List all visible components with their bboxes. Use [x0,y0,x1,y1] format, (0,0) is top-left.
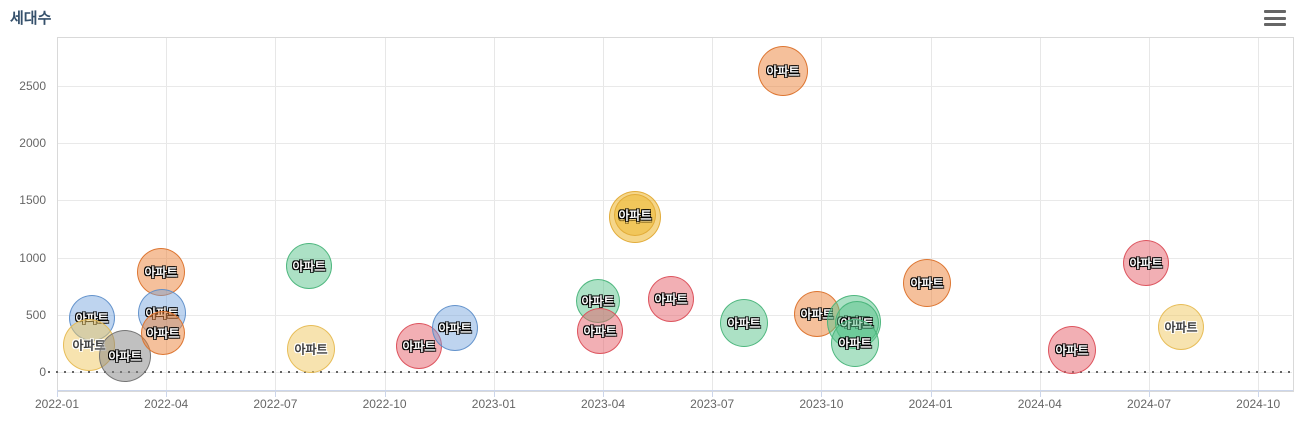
bubble-point[interactable] [831,319,879,367]
x-gridline [493,37,495,390]
x-tickmark [57,391,58,397]
y-axis-tick-label: 2000 [19,136,46,151]
x-axis-tick-label: 2024-10 [1236,397,1281,411]
bubble-point[interactable] [137,248,185,296]
x-tickmark [930,391,932,397]
x-axis-tick-label: 2024-07 [1126,397,1172,411]
bubble-point[interactable] [758,46,808,96]
hamburger-bar [1264,23,1286,26]
bubble-point[interactable] [903,259,951,307]
y-gridline [57,200,1292,202]
y-gridline [57,257,1292,259]
x-tickmark [1258,391,1260,397]
bubble-point[interactable] [141,311,185,355]
x-tickmark [384,391,386,397]
bubble-point[interactable] [1158,304,1204,350]
x-axis-tick-label: 2023-07 [690,397,735,411]
x-tickmark [603,391,604,397]
bubble-point[interactable] [614,194,656,236]
zero-plotline [48,371,1292,373]
x-axis-tick-label: 2024-01 [908,397,953,411]
x-axis-tick-label: 2023-01 [471,397,516,411]
x-tickmark [1149,391,1150,397]
bubble-point[interactable] [287,325,335,373]
y-axis-title: 세대수 [10,10,52,27]
y-axis-tick-label: 1500 [19,193,46,208]
y-gridline [57,143,1292,145]
x-gridline [384,37,386,390]
x-gridline [275,37,277,390]
x-axis-tick-label: 2022-10 [362,397,407,411]
y-axis-tick-label: 2500 [19,79,46,93]
x-axis-tick-label: 2023-10 [799,397,844,411]
bubble-point[interactable] [1123,240,1169,286]
hamburger-menu-icon[interactable] [1264,9,1288,27]
y-gridline [57,86,1292,87]
hamburger-bar [1264,10,1286,13]
x-gridline [821,37,823,390]
x-axis-tick-label: 2023-04 [580,397,626,411]
x-tickmark [1039,391,1041,397]
bubble-point[interactable] [720,299,768,347]
x-gridline [603,37,604,390]
bubble-point[interactable] [648,276,694,322]
x-tickmark [821,391,823,397]
bubble-point[interactable] [286,243,332,289]
x-tickmark [275,391,277,397]
x-gridline [1149,37,1150,390]
x-gridline [1258,37,1260,390]
bubble-point[interactable] [432,305,478,351]
y-axis-tick-label: 500 [25,307,46,322]
bubble-point[interactable] [577,308,623,354]
x-gridline [166,37,168,390]
x-tickmark [166,391,168,397]
x-axis-tick-label: 2022-04 [144,397,189,411]
y-axis-tick-label: 1000 [19,250,46,265]
bubble-point[interactable] [1048,326,1096,374]
x-gridline [930,37,932,390]
x-axis-tick-label: 2022-07 [253,397,298,411]
x-axis-line [57,390,1293,391]
x-tickmark [712,391,714,397]
x-gridline [1039,37,1041,390]
x-gridline [712,37,714,390]
x-tickmark [493,391,495,397]
x-axis-tick-label: 2024-04 [1017,397,1062,411]
x-axis-tick-label: 2022-01 [34,397,80,411]
plot-area [57,37,1294,392]
hamburger-bar [1264,16,1286,20]
y-axis-tick-label: 0 [39,365,46,379]
